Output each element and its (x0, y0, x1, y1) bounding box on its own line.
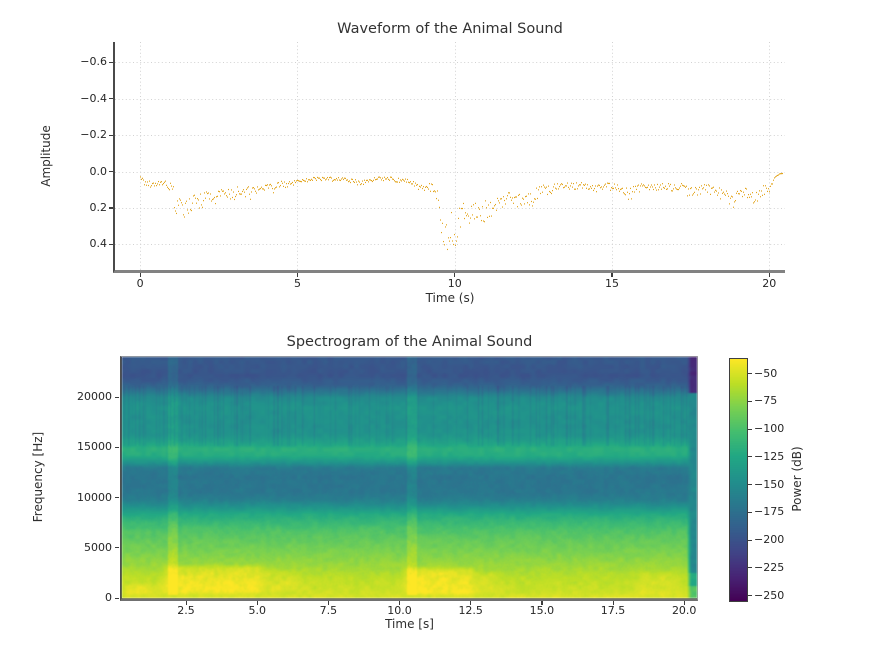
waveform-x-tick-label: 0 (136, 277, 144, 290)
spectrogram-y-tick-label: 0 (105, 591, 112, 604)
spectrogram-x-tick-label: 17.5 (600, 604, 626, 617)
waveform-x-tick-label: 5 (293, 277, 301, 290)
axis-tick-mark (748, 539, 752, 541)
axis-tick-mark (399, 601, 401, 605)
waveform-xlabel: Time (s) (425, 291, 475, 305)
waveform-x-tick-label: 20 (762, 277, 777, 290)
waveform-y-tick-label: 0.2 (89, 200, 108, 214)
axis-tick-mark (109, 207, 113, 209)
axis-tick-mark (109, 98, 113, 100)
axis-tick-mark (683, 601, 685, 605)
axis-tick-mark (612, 601, 614, 605)
waveform-y-tick-label: 0.4 (89, 237, 108, 251)
spectrogram-xlabel: Time [s] (385, 617, 434, 631)
axis-tick-mark (470, 601, 472, 605)
axis-tick-mark (768, 273, 770, 277)
axis-tick-mark (109, 61, 113, 63)
spectrogram-y-tick-label: 5000 (84, 540, 112, 554)
axis-tick-mark (748, 373, 752, 375)
spectrogram-y-tick-label: 10000 (77, 490, 112, 504)
waveform-title: Waveform of the Animal Sound (337, 21, 563, 37)
axis-tick-mark (454, 273, 456, 277)
colorbar-canvas (730, 359, 747, 601)
axis-tick-mark (115, 547, 119, 549)
axis-tick-mark (748, 456, 752, 458)
spectrogram-canvas (122, 357, 697, 598)
waveform-x-tick-label: 10 (447, 277, 462, 290)
axis-tick-mark (115, 446, 119, 449)
spectrogram-y-tick-label: 20000 (77, 390, 112, 404)
colorbar-tick-label: −175 (754, 505, 785, 519)
spectrogram-y-tick-label: 15000 (77, 440, 112, 454)
waveform-plot-area (113, 42, 785, 273)
colorbar-tick-label: −50 (754, 366, 778, 380)
axis-tick-mark (115, 497, 119, 499)
waveform-x-tick-label: 15 (604, 277, 619, 290)
colorbar-tick-label: −225 (754, 560, 785, 574)
colorbar-tick-label: −100 (754, 422, 785, 436)
colorbar-tick-label: −150 (754, 477, 785, 491)
axis-tick-mark (611, 273, 613, 277)
axis-tick-mark (748, 400, 752, 402)
waveform-y-tick-label: 0.0 (89, 164, 108, 178)
axis-tick-mark (748, 511, 752, 513)
axis-tick-mark (748, 567, 752, 569)
spectrogram-title: Spectrogram of the Animal Sound (286, 334, 533, 350)
colorbar-tick-label: −250 (754, 588, 785, 602)
spectrogram-x-tick-label: 20.0 (671, 604, 697, 617)
axis-tick-mark (109, 134, 113, 136)
axis-tick-mark (296, 273, 299, 277)
axis-tick-mark (109, 171, 113, 173)
axis-tick-mark (541, 601, 543, 605)
spectrogram-x-tick-label: 2.5 (177, 604, 195, 617)
axis-tick-mark (185, 601, 187, 605)
spectrogram-plot-area (120, 356, 698, 601)
waveform-ylabel: Amplitude (39, 125, 53, 187)
waveform-y-tick-label: −0.2 (80, 128, 107, 142)
colorbar (729, 358, 748, 602)
colorbar-tick-label: −75 (754, 394, 778, 408)
waveform-canvas (115, 42, 785, 270)
axis-tick-mark (748, 484, 752, 486)
spectrogram-x-tick-label: 12.5 (458, 604, 483, 617)
spectrogram-x-tick-label: 15.0 (529, 604, 555, 617)
axis-tick-mark (748, 595, 752, 597)
waveform-y-tick-label: −0.6 (80, 55, 107, 69)
spectrogram-x-tick-label: 7.5 (319, 604, 338, 617)
colorbar-tick-label: −125 (754, 449, 785, 463)
axis-tick-mark (115, 597, 119, 599)
waveform-y-tick-label: −0.4 (80, 91, 107, 105)
axis-tick-mark (139, 273, 141, 277)
axis-tick-mark (115, 396, 119, 398)
axis-tick-mark (109, 243, 113, 246)
axis-tick-mark (327, 601, 330, 605)
colorbar-tick-label: −200 (754, 533, 785, 547)
axis-tick-mark (256, 601, 258, 605)
spectrogram-x-tick-label: 5.0 (248, 604, 266, 617)
axis-tick-mark (748, 428, 752, 430)
spectrogram-x-tick-label: 10.0 (387, 604, 412, 617)
